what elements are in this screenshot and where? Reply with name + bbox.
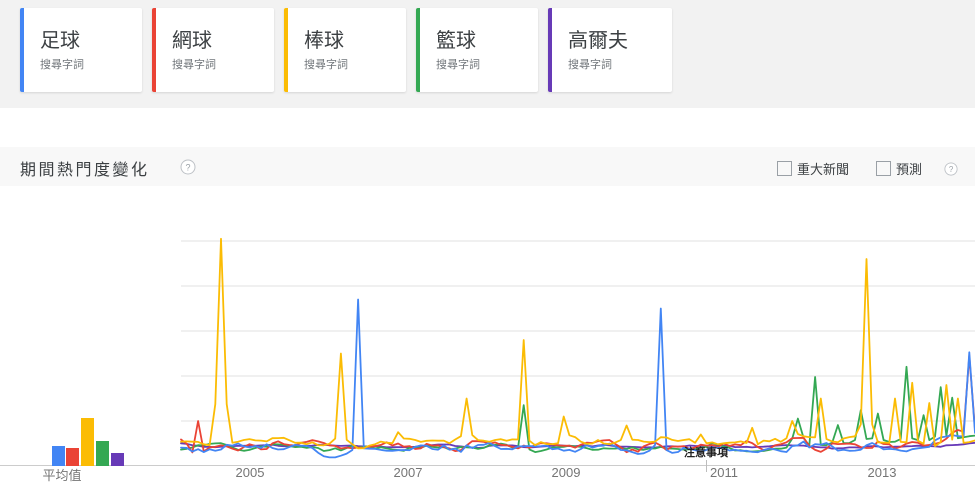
svg-text:?: ? <box>185 163 190 173</box>
svg-text:?: ? <box>949 165 954 174</box>
